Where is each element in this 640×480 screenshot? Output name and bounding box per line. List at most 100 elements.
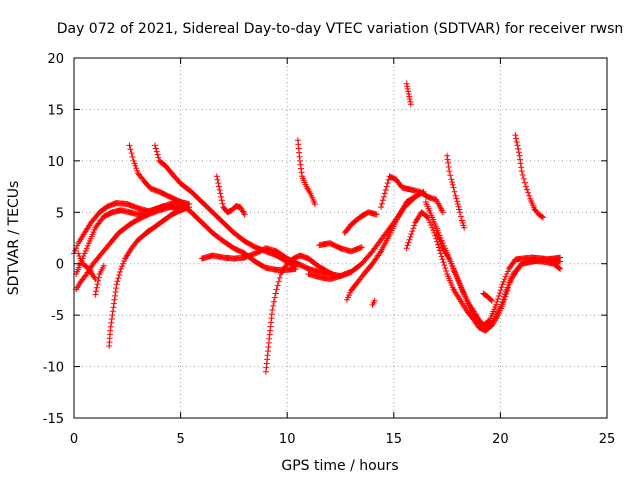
data-point — [215, 183, 222, 190]
data-point — [72, 247, 79, 254]
data-point — [454, 198, 461, 205]
series-track-17 — [343, 193, 419, 303]
data-point — [520, 175, 527, 182]
series-track-24 — [444, 152, 468, 231]
data-point — [518, 168, 525, 175]
data-point — [240, 209, 247, 216]
data-point — [405, 88, 412, 95]
data-point — [107, 327, 114, 334]
data-point — [129, 154, 136, 160]
data-point — [384, 180, 391, 187]
data-point — [513, 139, 520, 145]
data-point — [409, 228, 416, 235]
data-point — [449, 179, 456, 186]
data-point — [518, 164, 525, 171]
x-tick-label: 25 — [599, 432, 616, 447]
data-point — [118, 263, 125, 270]
data-point — [449, 263, 456, 270]
data-point — [111, 296, 118, 303]
series-track-14 — [316, 240, 365, 255]
data-point — [404, 83, 411, 90]
data-point — [538, 213, 545, 220]
data-point — [92, 291, 99, 298]
data-point — [496, 290, 503, 297]
data-point — [500, 278, 507, 285]
series-track-26 — [512, 132, 547, 221]
y-axis-label: SDTVAR / TECUs — [6, 181, 22, 296]
data-point — [378, 204, 385, 211]
data-point — [383, 183, 390, 190]
data-point — [488, 297, 495, 304]
data-point — [298, 169, 305, 176]
data-point — [455, 203, 462, 210]
data-point — [439, 209, 446, 216]
data-point — [456, 209, 463, 216]
y-tick-label: -10 — [43, 361, 64, 376]
data-point — [445, 254, 452, 261]
data-point — [448, 260, 455, 267]
data-point — [450, 265, 457, 272]
data-point — [445, 159, 452, 166]
y-tick-label: -5 — [51, 309, 64, 324]
data-point — [296, 157, 303, 164]
data-point — [380, 193, 387, 200]
data-point — [557, 254, 564, 261]
data-point — [524, 186, 531, 193]
data-point — [153, 148, 160, 155]
plot-frame — [73, 57, 608, 419]
data-point — [515, 145, 522, 152]
x-axis-label: GPS time / hours — [281, 458, 398, 474]
data-point — [95, 274, 102, 281]
data-point — [446, 168, 453, 175]
x-tick-label: 15 — [386, 432, 403, 447]
data-point — [449, 181, 456, 188]
series-track-19 — [378, 173, 446, 216]
data-point — [273, 286, 280, 293]
data-point — [461, 224, 468, 231]
data-point — [272, 290, 279, 297]
data-point — [276, 274, 283, 281]
data-point — [404, 242, 411, 249]
series-track-25 — [480, 290, 495, 304]
data-point — [83, 245, 90, 252]
data-point — [444, 156, 451, 163]
data-point — [444, 152, 451, 159]
data-point — [120, 260, 127, 267]
data-point — [241, 211, 248, 218]
data-point — [513, 135, 520, 142]
data-point — [439, 256, 446, 263]
series-track-09 — [143, 227, 152, 236]
data-point — [113, 281, 120, 288]
data-point — [522, 183, 529, 190]
data-point — [128, 150, 135, 157]
data-point — [497, 287, 504, 294]
series-track-15 — [341, 209, 380, 236]
data-point — [110, 300, 117, 307]
data-point — [488, 296, 495, 303]
data-point — [445, 164, 452, 171]
data-point — [75, 250, 82, 257]
data-point — [144, 229, 151, 236]
data-point — [81, 250, 88, 257]
x-tick-label: 20 — [492, 432, 509, 447]
data-point — [219, 200, 226, 207]
data-point — [403, 245, 410, 252]
data-point — [113, 285, 120, 292]
data-point — [74, 242, 81, 249]
data-point — [498, 284, 505, 291]
series-track-23 — [433, 229, 564, 331]
data-point — [427, 219, 434, 226]
data-points — [71, 80, 564, 375]
data-point — [126, 142, 133, 149]
data-point — [493, 301, 500, 308]
data-point — [107, 323, 114, 330]
y-tick-label: 15 — [47, 103, 64, 118]
data-point — [152, 145, 159, 152]
data-point — [100, 262, 107, 269]
data-point — [381, 190, 388, 197]
data-point — [446, 255, 453, 262]
data-point — [112, 289, 119, 295]
data-point — [269, 307, 276, 313]
data-point — [379, 197, 386, 204]
data-point — [270, 302, 277, 309]
